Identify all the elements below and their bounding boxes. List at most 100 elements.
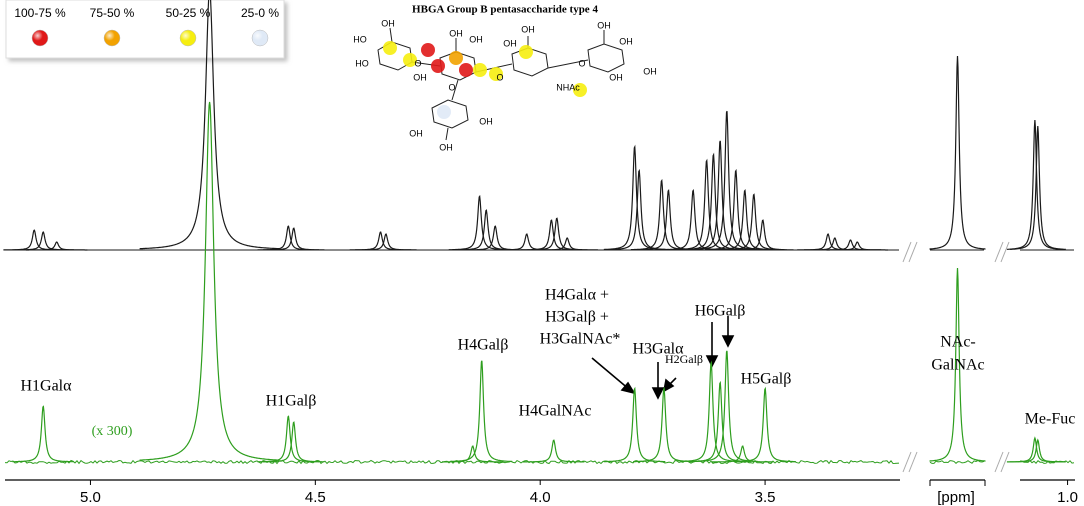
- peak: [448, 194, 511, 251]
- peak-label: H4Galβ: [458, 337, 509, 354]
- molecule-label: HO: [355, 58, 369, 68]
- peak: [1009, 438, 1066, 463]
- peak-label: H3Galβ +: [545, 309, 609, 326]
- molecule-label: OH: [439, 142, 453, 152]
- peak: [826, 241, 888, 251]
- molecule-dot: [431, 59, 445, 73]
- peak: [711, 445, 774, 463]
- peak-label: H4Galα +: [545, 287, 609, 304]
- peak: [662, 189, 724, 251]
- peak: [12, 405, 74, 463]
- molecule-dot: [449, 51, 463, 65]
- axis-breaks: [902, 241, 1010, 473]
- legend-box: [5, 0, 285, 59]
- molecule-dot: [421, 43, 435, 57]
- peak: [732, 219, 794, 251]
- molecule-label: HO: [353, 34, 367, 44]
- peak: [262, 227, 325, 251]
- legend-label: 75-50 %: [90, 6, 135, 20]
- molecule-label: OH: [449, 28, 463, 38]
- peak: [608, 168, 670, 251]
- molecule-dot: [383, 41, 397, 55]
- molecule-label: OH: [469, 34, 483, 44]
- x-tick-label: 3.5: [755, 489, 776, 506]
- peak: [696, 350, 758, 462]
- peak: [536, 237, 598, 251]
- molecule-label: NHAc: [556, 82, 580, 92]
- peak: [1006, 436, 1063, 463]
- molecule-label: OH: [479, 116, 493, 126]
- molecule-label: OH: [503, 38, 517, 48]
- peak: [464, 225, 526, 251]
- peak-label: H1Galα: [20, 378, 72, 395]
- peak: [522, 439, 585, 463]
- x-axis-label: [ppm]: [937, 489, 975, 506]
- peak: [262, 421, 325, 463]
- molecule-label: OH: [409, 128, 423, 138]
- peak: [929, 55, 986, 250]
- peak: [734, 386, 796, 463]
- molecule-label: OH: [643, 66, 657, 76]
- peak: [3, 229, 65, 251]
- molecule-label: OH: [619, 36, 633, 46]
- peak: [804, 237, 866, 251]
- molecule-dot: [437, 105, 451, 119]
- peak: [139, 0, 280, 250]
- peak: [25, 241, 88, 251]
- molecule-label: OH: [597, 20, 611, 30]
- molecule-label: OH: [521, 24, 535, 34]
- peak: [696, 110, 758, 250]
- peak: [675, 158, 738, 251]
- peak: [12, 231, 74, 251]
- molecule-label: OH: [609, 72, 623, 82]
- peak: [450, 360, 513, 463]
- molecule-label: O: [578, 58, 585, 68]
- peak-label: H3GalNAc*: [540, 331, 621, 348]
- chart-title: HBGA Group B pentasaccharide type 4: [412, 4, 598, 16]
- peak: [633, 386, 695, 463]
- baseline: [929, 459, 985, 464]
- peak: [1009, 125, 1066, 250]
- legend-label: 100-75 %: [14, 6, 66, 20]
- legend-gloss: [180, 30, 196, 46]
- peak-label: H1Galβ: [266, 393, 317, 410]
- arrows: [591, 316, 735, 400]
- peak: [1006, 119, 1063, 250]
- molecule-dot: [403, 53, 417, 67]
- legend-label: 50-25 %: [166, 6, 211, 20]
- peak: [257, 415, 319, 463]
- peak: [929, 267, 986, 462]
- peak-label: H6Galβ: [695, 303, 746, 320]
- x-tick-label: 1.0: [1057, 489, 1078, 506]
- x-tick-label: 5.0: [80, 489, 101, 506]
- peak-label: H2Galβ: [665, 352, 703, 366]
- peak-label: H4GalNAc: [519, 403, 592, 420]
- legend-label: 25-0 %: [241, 6, 279, 20]
- molecule-dot: [573, 83, 587, 97]
- legend-gloss: [252, 30, 268, 46]
- peak-label: GalNAc: [931, 357, 984, 374]
- molecule: [377, 27, 625, 141]
- legend-gloss: [104, 30, 120, 46]
- molecule-dot: [459, 63, 473, 77]
- molecule-label: OH: [381, 18, 395, 28]
- peak-label: NAc-: [940, 334, 976, 351]
- molecule-label: O: [414, 58, 421, 68]
- peak: [637, 189, 700, 251]
- x-tick-label: 4.0: [530, 489, 551, 506]
- molecule-label: OH: [413, 72, 427, 82]
- molecule-dot: [489, 67, 503, 81]
- peak: [139, 101, 280, 461]
- molecule-label: O: [496, 72, 503, 82]
- molecule-dot: [473, 63, 487, 77]
- legend-gloss: [32, 30, 48, 46]
- molecule-highlights: [383, 41, 587, 119]
- peak-label: Me-Fuc: [1025, 411, 1076, 428]
- molecule-label: O: [448, 82, 455, 92]
- peak-label: H5Galβ: [741, 371, 792, 388]
- peak: [603, 386, 666, 463]
- molecule-dot: [519, 45, 533, 59]
- x-tick-label: 4.5: [305, 489, 326, 506]
- peak-label: (x 300): [92, 424, 133, 439]
